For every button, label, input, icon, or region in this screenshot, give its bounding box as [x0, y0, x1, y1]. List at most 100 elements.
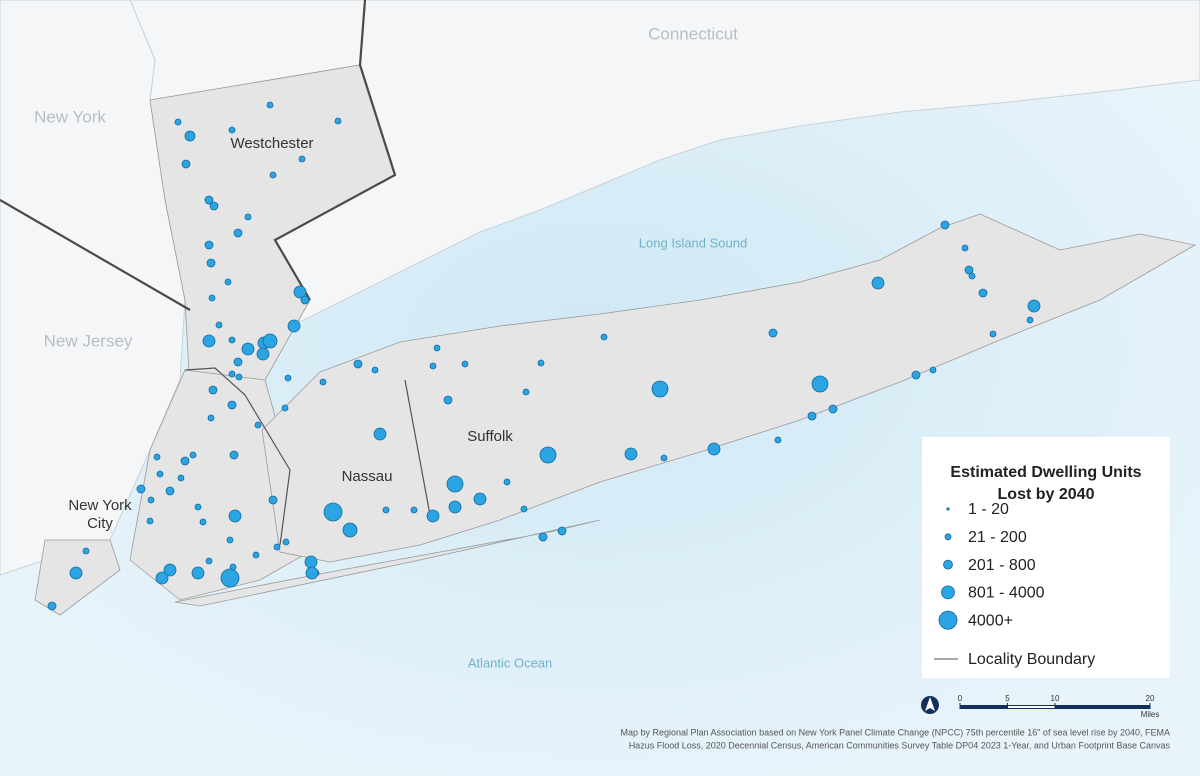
loss-dot: [205, 557, 213, 565]
loss-dot: [557, 526, 567, 536]
loss-dot: [522, 388, 530, 396]
loss-dot: [828, 404, 838, 414]
loss-dot: [382, 506, 390, 514]
long-island: [261, 213, 1197, 563]
loss-dot: [503, 478, 511, 486]
loss-dot: [184, 130, 196, 142]
loss-dot: [220, 568, 240, 588]
loss-dot: [252, 551, 260, 559]
loss-dot: [262, 333, 278, 349]
loss-dot: [207, 414, 215, 422]
loss-dot: [600, 333, 608, 341]
loss-dot: [229, 450, 239, 460]
loss-dot: [446, 475, 464, 493]
loss-dot: [282, 538, 290, 546]
water-label: Atlantic Ocean: [468, 655, 553, 670]
loss-dot: [461, 360, 469, 368]
loss-dot: [181, 159, 191, 169]
loss-dot: [1026, 316, 1034, 324]
loss-dot: [287, 319, 301, 333]
loss-dot: [940, 220, 950, 230]
loss-dot: [199, 518, 207, 526]
barrier-island: [174, 519, 601, 607]
loss-dot: [226, 536, 234, 544]
loss-dot: [373, 427, 387, 441]
scale-unit: Miles: [1141, 710, 1160, 719]
loss-dot: [300, 295, 310, 305]
loss-dot: [155, 571, 169, 585]
loss-dot: [244, 213, 252, 221]
loss-dot: [448, 500, 462, 514]
loss-dot: [82, 547, 90, 555]
loss-dot: [811, 375, 829, 393]
loss-dot: [266, 101, 274, 109]
loss-dot: [147, 496, 155, 504]
loss-dot: [319, 378, 327, 386]
loss-dot: [410, 506, 418, 514]
scale-tick-label: 20: [1146, 694, 1155, 703]
loss-dot: [228, 370, 236, 378]
loss-dot: [624, 447, 638, 461]
loss-dot: [269, 171, 277, 179]
loss-dot: [47, 601, 57, 611]
loss-dot: [538, 532, 548, 542]
loss-dot: [233, 357, 243, 367]
legend-swatch: [946, 507, 950, 511]
loss-dot: [305, 566, 319, 580]
legend-label: 4000+: [968, 612, 1013, 629]
loss-dot: [281, 404, 289, 412]
loss-dot: [323, 502, 343, 522]
loss-dot: [989, 330, 997, 338]
loss-dot: [256, 347, 270, 361]
loss-dot: [254, 421, 262, 429]
loss-dot: [273, 543, 281, 551]
loss-dot: [191, 566, 205, 580]
legend-label: 201 - 800: [968, 557, 1036, 574]
loss-dot: [189, 451, 197, 459]
state-boundary: [273, 0, 397, 301]
loss-dot: [69, 566, 83, 580]
loss-dot: [433, 344, 441, 352]
loss-dot: [978, 288, 988, 298]
loss-dot: [660, 454, 668, 462]
county-label: Nassau: [342, 468, 393, 485]
loss-dot: [911, 370, 921, 380]
legend-title: Estimated Dwelling Units Lost by 2040: [950, 464, 1142, 503]
loss-dot: [964, 265, 974, 275]
north-arrow-glyph: [925, 697, 935, 711]
loss-dot: [284, 374, 292, 382]
county-label: Suffolk: [467, 428, 513, 445]
loss-dot: [961, 244, 969, 252]
loss-dot: [334, 117, 342, 125]
loss-dot: [426, 509, 440, 523]
loss-dot: [443, 395, 453, 405]
loss-dot: [208, 294, 216, 302]
legend-label: 1 - 20: [968, 501, 1009, 518]
loss-dot: [774, 436, 782, 444]
loss-dot: [537, 359, 545, 367]
loss-dot: [180, 456, 190, 466]
legend-label: 21 - 200: [968, 529, 1027, 546]
loss-dot: [194, 503, 202, 511]
county-label: Westchester: [230, 135, 313, 152]
loss-dot: [520, 505, 528, 513]
loss-dot: [224, 278, 232, 286]
loss-dot: [136, 484, 146, 494]
loss-dot: [204, 240, 214, 250]
county-line: [404, 379, 431, 516]
loss-dot: [473, 492, 487, 506]
loss-dot: [156, 470, 164, 478]
legend-box: [922, 437, 1170, 678]
loss-dot: [228, 126, 236, 134]
loss-dot: [202, 334, 216, 348]
state-label: New Jersey: [44, 331, 133, 350]
loss-dot: [228, 509, 242, 523]
scale-tick-label: 0: [958, 694, 963, 703]
loss-dot: [209, 201, 219, 211]
loss-dot: [707, 442, 721, 456]
loss-dot: [651, 380, 669, 398]
loss-dot: [174, 118, 182, 126]
city-label: New York City: [68, 497, 132, 532]
